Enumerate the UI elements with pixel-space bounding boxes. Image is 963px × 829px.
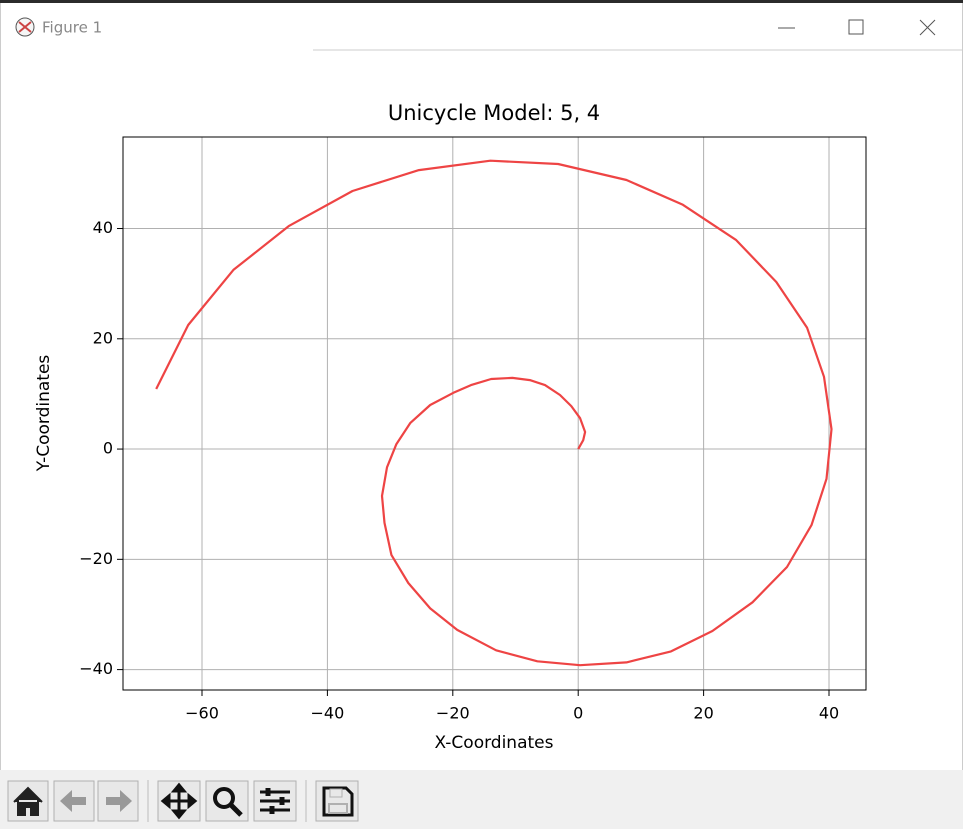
app-icon-mark (18, 21, 32, 33)
y-axis-label: Y-Coordinates (34, 355, 54, 473)
top-edge (0, 0, 963, 3)
pan-button[interactable] (157, 780, 201, 822)
x-tick-label: −40 (311, 704, 345, 723)
x-axis-label: X-Coordinates (435, 733, 554, 753)
x-tick-label: −20 (436, 704, 470, 723)
y-tick-label: 20 (93, 328, 113, 347)
x-tick-label: 20 (693, 704, 713, 723)
x-tick-label: −60 (185, 704, 219, 723)
home-button[interactable] (7, 780, 49, 822)
configure-button[interactable] (253, 780, 297, 822)
y-tick-label: −40 (79, 659, 113, 678)
plot-area: −60 −40 −20 0 20 40 −40 −20 0 20 40 (79, 137, 866, 723)
y-tick-label: 40 (93, 218, 113, 237)
maximize-button[interactable] (848, 19, 864, 35)
back-button[interactable] (53, 780, 95, 822)
window-title: Figure 1 (42, 19, 102, 37)
trajectory-line (155, 159, 833, 667)
y-tick-label: −20 (79, 549, 113, 568)
axes-frame (122, 136, 867, 691)
save-button[interactable] (315, 780, 359, 822)
forward-button[interactable] (97, 780, 139, 822)
toolbar (0, 770, 963, 829)
x-tick-label: 0 (573, 704, 583, 723)
chart-title: Unicycle Model: 5, 4 (388, 101, 600, 125)
x-tick-label: 40 (819, 704, 839, 723)
zoom-button[interactable] (205, 780, 249, 822)
close-button[interactable] (919, 19, 936, 36)
y-tick-label: 0 (103, 439, 113, 458)
